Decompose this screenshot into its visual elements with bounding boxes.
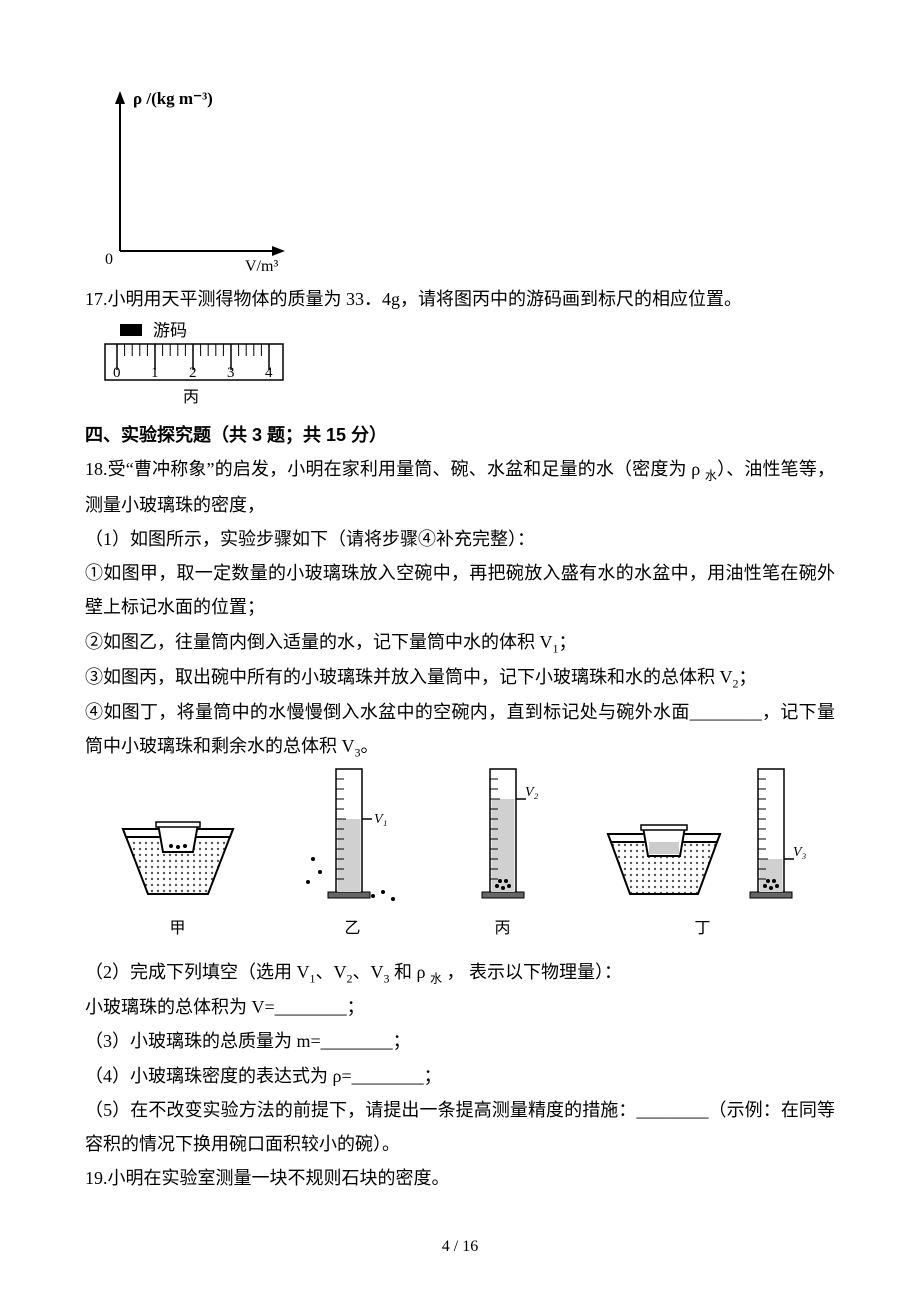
q18-p5: （5）在不改变实验方法的前提下，请提出一条提高测量精度的措施：________（… <box>85 1093 835 1161</box>
origin-label: 0 <box>105 251 113 268</box>
page-number: 4 / 16 <box>0 1232 920 1262</box>
q18-lead: 18.受“曹冲称象”的启发，小明在家利用量筒、碗、水盆和足量的水（密度为 ρ 水… <box>85 452 835 522</box>
fig-bing-label: 丙 <box>494 914 510 944</box>
svg-text:2: 2 <box>189 365 197 381</box>
scale-caption-top: 游码 <box>153 322 187 340</box>
density-axis-figure: ρ /(kg m⁻³) V/m³ 0 <box>95 86 835 276</box>
experiment-figures: 甲 <box>85 775 835 945</box>
q17-text: 17.小明用天平测得物体的质量为 33．4g，请将图丙中的游码画到标尺的相应位置… <box>85 282 835 316</box>
svg-text:V₃: V₃ <box>793 845 807 860</box>
svg-text:1: 1 <box>151 365 159 381</box>
q18-step2: ②如图乙，往量筒内倒入适量的水，记下量筒中水的体积 V1； <box>85 625 835 660</box>
fig-yi-label: 乙 <box>344 914 360 944</box>
fig-ding: V₃ 丁 <box>598 764 808 944</box>
section4-title: 四、实验探究题（共 3 题；共 15 分） <box>85 418 835 452</box>
q18-step3: ③如图丙，取出碗中所有的小玻璃珠并放入量筒中，记下小玻璃珠和水的总体积 V2； <box>85 660 835 695</box>
svg-text:4: 4 <box>265 365 273 381</box>
fig-ding-label: 丁 <box>694 914 710 944</box>
fig-bing: V₂ 丙 <box>463 764 543 944</box>
q18-p3: （3）小玻璃珠的总质量为 m=________； <box>85 1024 835 1058</box>
q18-p4: （4）小玻璃珠密度的表达式为 ρ=________； <box>85 1059 835 1093</box>
y-axis-label: ρ /(kg m⁻³) <box>133 89 213 108</box>
fig-jia-label: 甲 <box>169 914 185 944</box>
q18-p1: （1）如图所示，实验步骤如下（请将步骤④补充完整）： <box>85 522 835 556</box>
q18-step1: ①如图甲，取一定数量的小玻璃珠放入空碗中，再把碗放入盛有水的水盆中，用油性笔在碗… <box>85 556 835 624</box>
q18-p2-line2: 小玻璃珠的总体积为 V=________； <box>85 990 835 1024</box>
fig-jia: 甲 <box>113 774 243 944</box>
q19-text: 19.小明在实验室测量一块不规则石块的密度。 <box>85 1161 835 1195</box>
svg-text:V₂: V₂ <box>525 785 539 800</box>
scale-figure: 游码 <box>95 322 835 412</box>
q18-step4: ④如图丁，将量筒中的水慢慢倒入水盆中的空碗内，直到标记处与碗外水面_______… <box>85 695 835 765</box>
q18-p2: （2）完成下列填空（选用 V1、V2、V3 和 ρ 水 ， 表示以下物理量）： <box>85 955 835 990</box>
x-axis-label: V/m³ <box>245 258 278 275</box>
scale-caption-bottom: 丙 <box>183 389 199 406</box>
svg-text:V₁: V₁ <box>374 812 387 827</box>
fig-yi: V₁ 乙 <box>298 764 408 944</box>
svg-text:0: 0 <box>113 365 121 381</box>
svg-text:3: 3 <box>227 365 235 381</box>
